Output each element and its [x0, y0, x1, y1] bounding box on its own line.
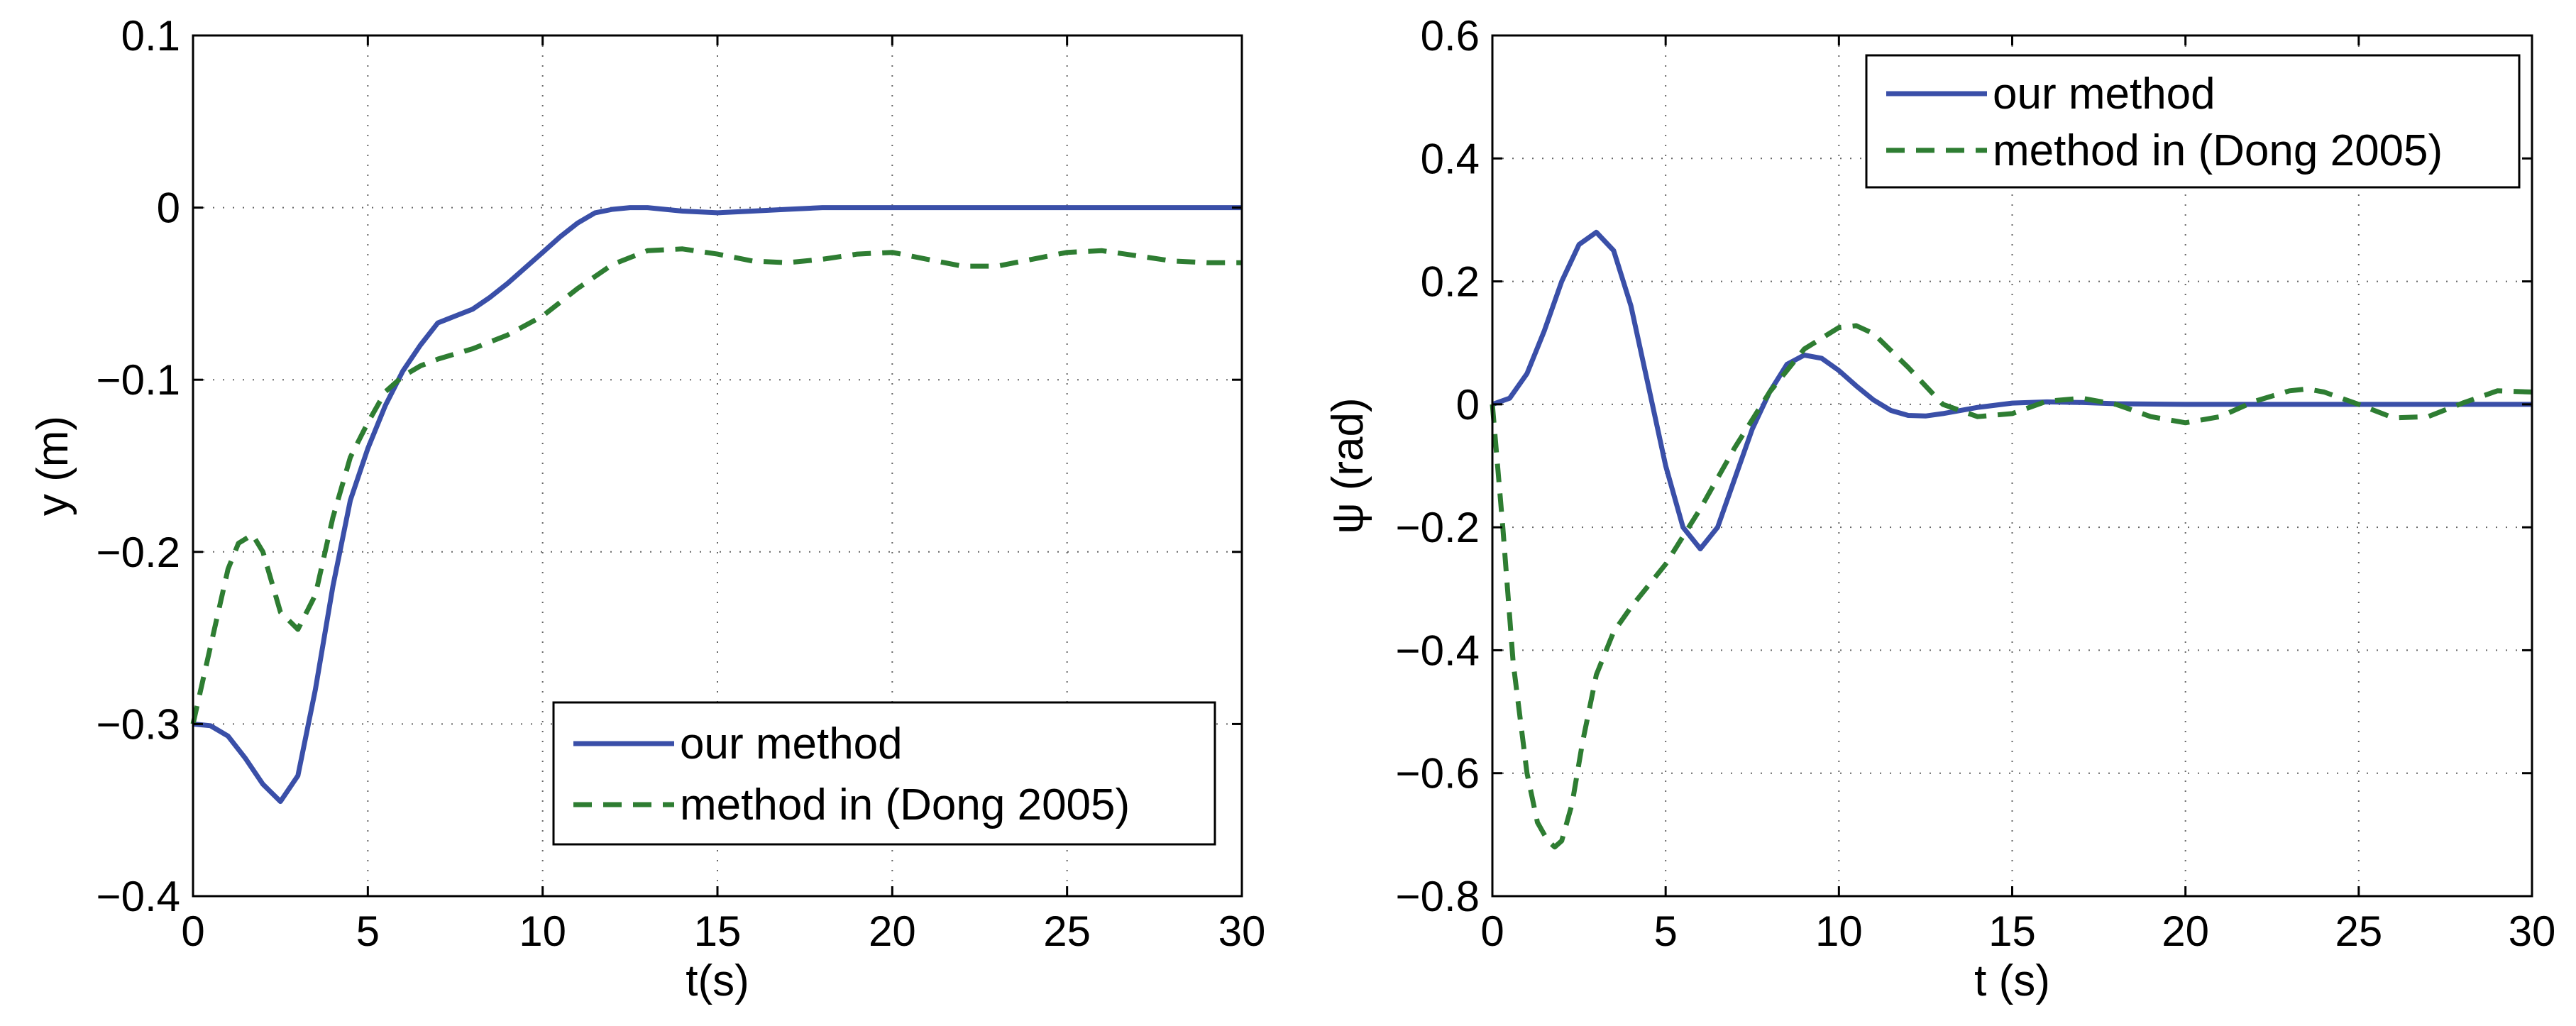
series-line-dong-2005: [1490, 323, 2533, 850]
x-axis-title: t (s): [1974, 956, 2050, 1005]
legend-label: method in (Dong 2005): [680, 780, 1130, 829]
x-tick-label: 25: [1043, 908, 1091, 955]
y-tick-label: 0.1: [121, 12, 180, 60]
y-tick-label: −0.8: [1396, 873, 1480, 920]
chart-panel-1: 0 5 10 15 20 25 30 −0.4 −0.3 −0.2 −0.1 0 0.1 t(s) y (m…: [28, 12, 1265, 1005]
y-tick-label: −0.4: [1396, 627, 1480, 674]
y-axis-title: y (m): [28, 416, 77, 516]
series-line-our-method: [1491, 229, 2532, 551]
x-tick-label: 0: [1480, 908, 1504, 955]
y-tick-label: 0: [157, 184, 180, 232]
x-tick-label: 30: [1218, 908, 1266, 955]
legend: our method method in (Dong 2005): [552, 701, 1216, 846]
y-tick-label: −0.1: [97, 356, 180, 404]
y-tick-label: −0.3: [97, 700, 180, 748]
x-tick-label: 5: [356, 908, 380, 955]
legend: our method method in (Dong 2005): [1865, 54, 2521, 189]
y-tick-label: 0.4: [1421, 135, 1480, 182]
legend-box: [1865, 54, 2521, 189]
y-tick-label: −0.6: [1396, 750, 1480, 798]
x-tick-label: 20: [2162, 908, 2209, 955]
y-tick-label: 0: [1456, 381, 1480, 429]
y-tick-label: 0.6: [1421, 12, 1480, 60]
series-line-our-method: [192, 205, 1242, 805]
y-axis-title: ψ (rad): [1323, 397, 1372, 534]
x-tick-label: 0: [181, 908, 204, 955]
x-tick-label: 15: [694, 908, 742, 955]
x-tick-label: 5: [1653, 908, 1677, 955]
y-tick-label: 0.2: [1421, 258, 1480, 306]
legend-box: [552, 701, 1216, 846]
x-tick-label: 15: [1988, 908, 2036, 955]
y-tick-label: −0.2: [1396, 504, 1480, 551]
legend-label: method in (Dong 2005): [1993, 126, 2443, 175]
y-tick-label: −0.4: [97, 873, 180, 920]
x-tick-label: 25: [2335, 908, 2382, 955]
x-tick-label: 10: [1815, 908, 1863, 955]
legend-label: our method: [1993, 70, 2216, 118]
x-axis-title: t(s): [686, 956, 749, 1005]
chart-panel-2: 0 5 10 15 20 25 30 −0.8 −0.6 −0.4 −0.2 0 0.2 0.4 0.6 t …: [1323, 12, 2555, 1005]
x-tick-label: 30: [2509, 908, 2556, 955]
y-tick-label: −0.2: [97, 529, 180, 576]
x-tick-label: 20: [869, 908, 916, 955]
series-line-dong-2005: [190, 246, 1242, 725]
legend-label: our method: [680, 719, 903, 768]
x-tick-label: 10: [519, 908, 566, 955]
